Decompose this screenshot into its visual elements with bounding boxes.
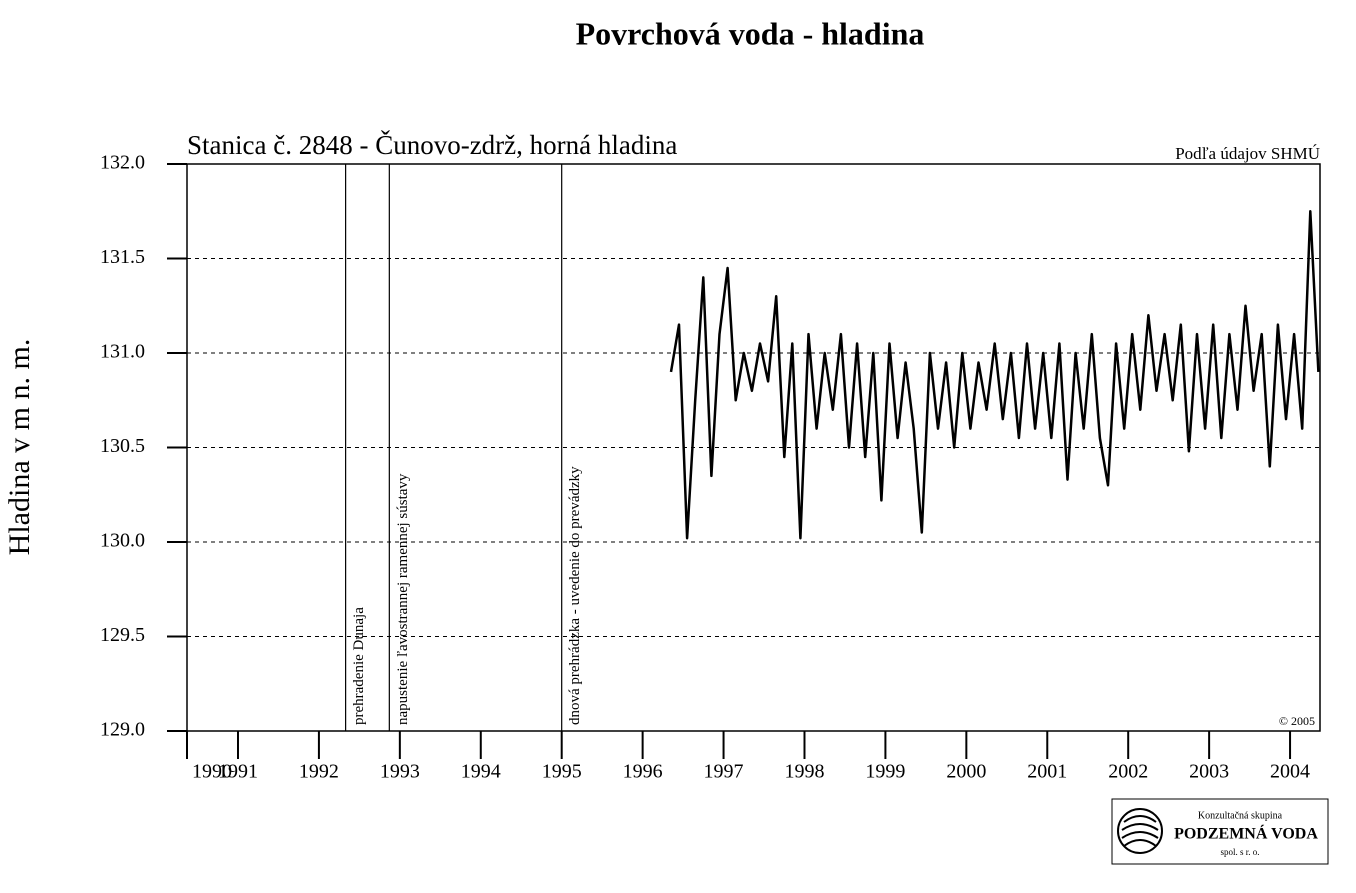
y-axis-label: Hladina v m n. m. — [3, 339, 36, 556]
y-tick-label: 130.0 — [100, 530, 145, 552]
y-tick-label: 131.5 — [100, 246, 145, 268]
y-tick-label: 130.5 — [100, 435, 145, 457]
x-tick-label: 1997 — [704, 761, 744, 783]
logo-line: spol. s r. o. — [1220, 847, 1259, 857]
y-tick-label: 129.0 — [100, 719, 145, 741]
data-line — [669, 210, 1320, 540]
event-label: dnová prehrádzka - uvedenie do prevádzky — [567, 466, 583, 725]
x-tick-label: 1991 — [218, 761, 258, 783]
logo-icon — [1117, 808, 1163, 854]
x-tick-label: 2000 — [946, 761, 986, 783]
chart-subtitle: Stanica č. 2848 - Čunovo-zdrž, horná hla… — [187, 130, 677, 160]
y-tick-label: 129.5 — [100, 624, 145, 646]
logo-box — [1111, 798, 1329, 865]
y-tick-label: 132.0 — [100, 152, 145, 174]
x-tick-label: 1999 — [865, 761, 905, 783]
y-tick-label: 131.0 — [100, 341, 145, 363]
x-tick-label: 1990 — [192, 761, 232, 783]
x-tick-label: 1998 — [784, 761, 824, 783]
logo-line: Konzultačná skupina — [1198, 810, 1283, 821]
x-tick-label: 2003 — [1189, 761, 1229, 783]
event-label: prehradenie Dunaja — [351, 607, 367, 725]
x-tick-label: 1994 — [461, 761, 501, 783]
x-tick-label: 2004 — [1270, 761, 1310, 783]
x-tick-label: 1993 — [380, 761, 420, 783]
x-tick-label: 2001 — [1027, 761, 1067, 783]
copyright: © 2005 — [1279, 714, 1315, 728]
event-label: napustenie ľavostrannej ramennej sústavy — [395, 473, 411, 725]
x-tick-label: 1995 — [542, 761, 582, 783]
logo: Konzultačná skupina PODZEMNÁ VODA spol. … — [1111, 798, 1329, 865]
source-note: Podľa údajov SHMÚ — [1175, 144, 1320, 163]
x-tick-label: 2002 — [1108, 761, 1148, 783]
chart-title: Povrchová voda - hladina — [576, 15, 925, 51]
x-tick-label: 1992 — [299, 761, 339, 783]
x-tick-label: 1996 — [623, 761, 663, 783]
logo-name: PODZEMNÁ VODA — [1174, 824, 1318, 843]
